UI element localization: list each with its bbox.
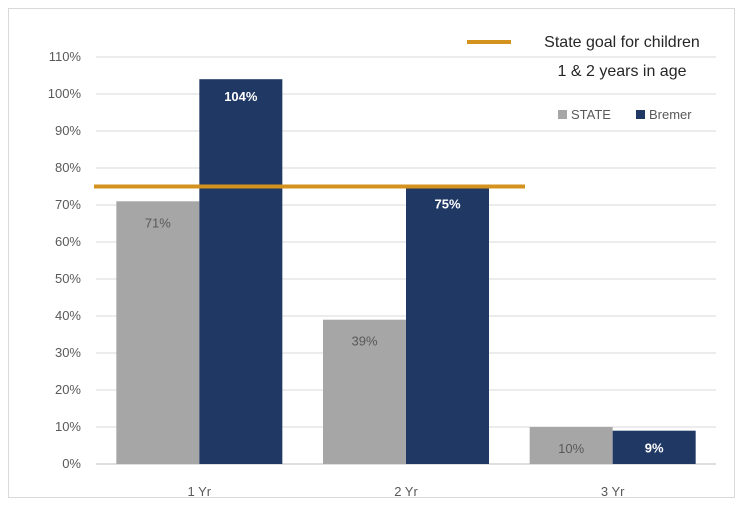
bar-state-1 xyxy=(116,201,199,464)
bar-chart: 0% 10% 20% 30% 40% 50% 60% 70% 80% 90% 100% 110% 71%… xyxy=(9,9,745,514)
bar-bremer-2 xyxy=(406,187,489,465)
x-tick-label: 2 Yr xyxy=(394,484,418,499)
y-tick-label: 70% xyxy=(55,197,81,212)
legend-label-bremer: Bremer xyxy=(649,107,692,122)
y-tick-label: 50% xyxy=(55,271,81,286)
chart-frame: 0% 10% 20% 30% 40% 50% 60% 70% 80% 90% 100% 110% 71%… xyxy=(8,8,735,498)
y-tick-label: 20% xyxy=(55,382,81,397)
x-tick-label: 1 Yr xyxy=(188,484,212,499)
y-tick-label: 60% xyxy=(55,234,81,249)
goal-legend-label: State goal for children xyxy=(544,34,700,51)
legend-swatch-bremer xyxy=(636,110,645,119)
y-tick-label: 100% xyxy=(48,86,82,101)
data-label: 71% xyxy=(145,215,171,230)
y-tick-label: 30% xyxy=(55,345,81,360)
goal-legend-label: 1 & 2 years in age xyxy=(558,63,687,80)
y-tick-label: 80% xyxy=(55,160,81,175)
y-tick-label: 40% xyxy=(55,308,81,323)
data-label: 9% xyxy=(645,441,664,456)
bar-bremer-1 xyxy=(199,79,282,464)
data-label: 39% xyxy=(351,334,377,349)
y-tick-label: 110% xyxy=(49,49,82,64)
y-tick-label: 10% xyxy=(55,419,81,434)
legend-label-state: STATE xyxy=(571,107,611,122)
y-tick-label: 90% xyxy=(55,123,81,138)
x-tick-label: 3 Yr xyxy=(601,484,625,499)
legend-swatch-state xyxy=(558,110,567,119)
y-tick-label: 0% xyxy=(62,456,81,471)
data-label: 104% xyxy=(224,89,258,104)
data-label: 75% xyxy=(434,197,460,212)
data-label: 10% xyxy=(558,441,584,456)
